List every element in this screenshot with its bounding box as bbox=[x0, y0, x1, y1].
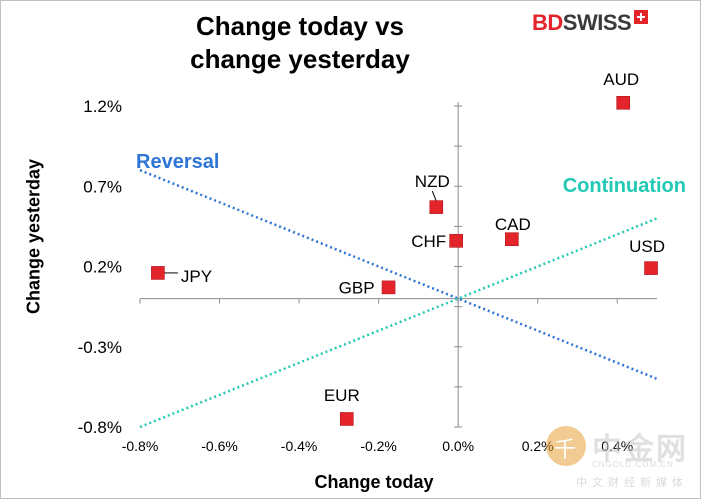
point-marker-cad bbox=[505, 232, 519, 247]
watermark-subtitle: 中文财经新媒体 bbox=[576, 476, 688, 489]
point-label-gbp: GBP bbox=[339, 278, 375, 297]
trend-label-reversal: Reversal bbox=[136, 151, 219, 173]
chart-title-line-2: change yesterday bbox=[190, 44, 410, 74]
point-label-usd: USD bbox=[629, 237, 665, 256]
cngold-coin-icon bbox=[546, 426, 586, 466]
point-label-eur: EUR bbox=[324, 386, 360, 405]
swiss-cross-icon bbox=[634, 10, 649, 24]
x-tick-label: -0.4% bbox=[281, 438, 318, 454]
x-axis-label: Change today bbox=[314, 472, 434, 492]
y-tick-label: -0.8% bbox=[78, 418, 122, 437]
x-tick-label: -0.2% bbox=[360, 438, 397, 454]
point-label-chf: CHF bbox=[411, 232, 446, 251]
logo-text-bd: BD bbox=[532, 10, 563, 35]
y-tick-label: 0.2% bbox=[83, 258, 122, 277]
trend-label-continuation: Continuation bbox=[563, 175, 686, 197]
chart-title: Change today vs change yesterday bbox=[170, 10, 430, 76]
point-marker-chf bbox=[449, 234, 463, 248]
logo-text-swiss: SWISS bbox=[562, 10, 632, 35]
point-label-aud: AUD bbox=[603, 70, 639, 89]
bdswiss-logo: BD SWISS bbox=[532, 8, 649, 38]
point-label-nzd: NZD bbox=[415, 172, 450, 191]
x-tick-label: -0.8% bbox=[122, 438, 159, 454]
chart-title-line-1: Change today vs bbox=[195, 11, 405, 41]
y-tick-label: 1.2% bbox=[83, 97, 122, 116]
point-marker-aud bbox=[616, 95, 630, 110]
point-marker-jpy bbox=[151, 266, 165, 280]
x-tick-label: -0.6% bbox=[201, 438, 238, 454]
point-marker-nzd bbox=[429, 200, 444, 214]
watermark-domain: CNGOLD.COM.CN bbox=[592, 460, 674, 469]
leader-line bbox=[431, 190, 437, 202]
trend-line-reversal bbox=[139, 169, 658, 381]
point-marker-usd bbox=[644, 261, 658, 275]
point-marker-eur bbox=[339, 412, 354, 426]
y-tick-label: -0.3% bbox=[78, 338, 122, 357]
watermark-name: 中金网 bbox=[592, 432, 688, 467]
cngold-watermark: 中金网 CNGOLD.COM.CN 中文财经新媒体 bbox=[546, 424, 696, 494]
y-tick-label: 0.7% bbox=[83, 177, 122, 196]
x-tick-label: 0.0% bbox=[442, 438, 474, 454]
point-label-jpy: JPY bbox=[181, 267, 212, 286]
point-label-cad: CAD bbox=[495, 215, 531, 234]
point-marker-gbp bbox=[381, 280, 396, 295]
trend-line-continuation bbox=[139, 217, 658, 429]
x-tick-label: 0.4% bbox=[601, 438, 633, 454]
